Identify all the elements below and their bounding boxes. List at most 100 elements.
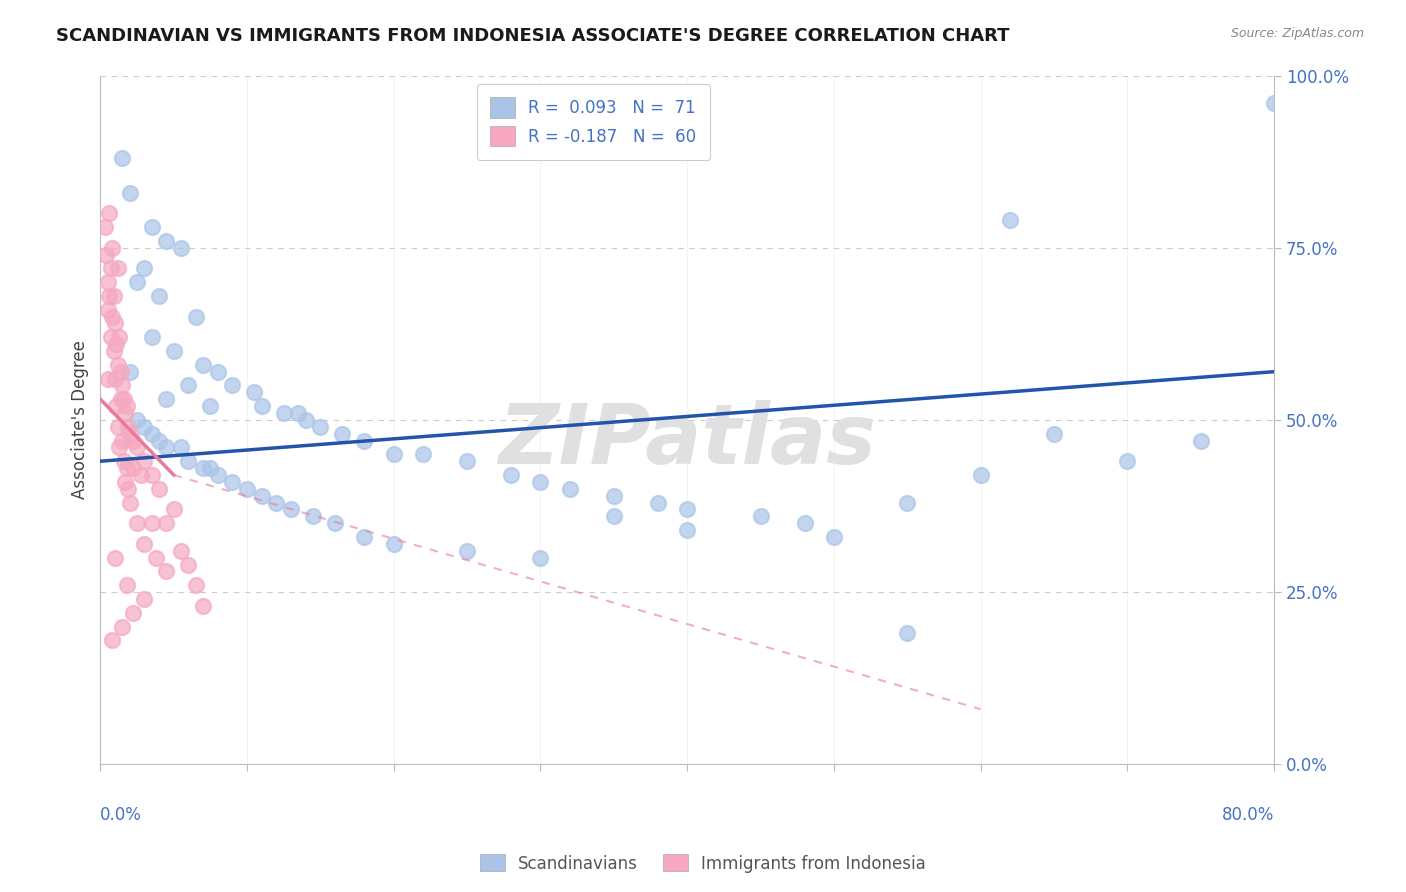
Point: [101, 633, 124, 648]
Point: [155, 234, 177, 248]
Point: [110, 392, 132, 407]
Point: [141, 426, 163, 441]
Point: [104, 550, 127, 565]
Point: [676, 523, 699, 537]
Point: [250, 399, 273, 413]
Point: [1189, 434, 1212, 448]
Point: [125, 516, 148, 531]
Point: [117, 419, 139, 434]
Point: [112, 392, 135, 407]
Point: [243, 385, 266, 400]
Point: [191, 358, 214, 372]
Point: [896, 495, 918, 509]
Point: [141, 220, 163, 235]
Point: [896, 626, 918, 640]
Point: [141, 468, 163, 483]
Point: [114, 475, 136, 489]
Point: [969, 468, 991, 483]
Point: [529, 475, 551, 489]
Point: [412, 447, 434, 461]
Point: [121, 434, 143, 448]
Point: [141, 516, 163, 531]
Point: [1263, 96, 1285, 111]
Point: [148, 482, 170, 496]
Point: [155, 516, 177, 531]
Point: [145, 550, 167, 565]
Point: [100, 261, 122, 276]
Point: [273, 406, 295, 420]
Point: [200, 399, 222, 413]
Point: [287, 406, 309, 420]
Point: [101, 241, 124, 255]
Point: [998, 213, 1021, 227]
Point: [134, 419, 156, 434]
Legend: R =  0.093   N =  71, R = -0.187   N =  60: R = 0.093 N = 71, R = -0.187 N = 60: [477, 84, 710, 160]
Point: [1043, 426, 1066, 441]
Point: [141, 330, 163, 344]
Point: [529, 550, 551, 565]
Point: [112, 454, 135, 468]
Point: [170, 543, 193, 558]
Point: [134, 591, 156, 606]
Point: [236, 482, 259, 496]
Y-axis label: Associate's Degree: Associate's Degree: [72, 341, 89, 500]
Point: [111, 151, 134, 165]
Point: [148, 289, 170, 303]
Point: [125, 413, 148, 427]
Point: [207, 468, 229, 483]
Point: [382, 447, 405, 461]
Point: [118, 365, 141, 379]
Point: [603, 509, 626, 524]
Point: [170, 441, 193, 455]
Point: [115, 399, 138, 413]
Point: [148, 434, 170, 448]
Text: 0.0%: 0.0%: [100, 805, 142, 823]
Point: [250, 489, 273, 503]
Point: [103, 289, 125, 303]
Point: [163, 502, 186, 516]
Point: [115, 578, 138, 592]
Point: [207, 365, 229, 379]
Point: [823, 530, 845, 544]
Point: [108, 330, 131, 344]
Point: [266, 495, 288, 509]
Point: [108, 441, 131, 455]
Point: [1116, 454, 1139, 468]
Point: [115, 461, 138, 475]
Point: [163, 344, 186, 359]
Point: [96, 247, 118, 261]
Point: [200, 461, 222, 475]
Point: [134, 454, 156, 468]
Point: [118, 495, 141, 509]
Point: [184, 310, 207, 324]
Point: [131, 468, 153, 483]
Point: [177, 454, 200, 468]
Legend: Scandinavians, Immigrants from Indonesia: Scandinavians, Immigrants from Indonesia: [474, 847, 932, 880]
Point: [280, 502, 302, 516]
Point: [558, 482, 581, 496]
Text: Source: ZipAtlas.com: Source: ZipAtlas.com: [1230, 27, 1364, 40]
Point: [118, 426, 141, 441]
Point: [125, 441, 148, 455]
Point: [749, 509, 772, 524]
Point: [170, 241, 193, 255]
Point: [111, 619, 134, 633]
Point: [121, 461, 143, 475]
Point: [111, 434, 134, 448]
Point: [98, 206, 121, 220]
Point: [191, 599, 214, 613]
Point: [111, 378, 134, 392]
Point: [107, 358, 129, 372]
Point: [100, 330, 122, 344]
Point: [134, 537, 156, 551]
Point: [105, 399, 128, 413]
Point: [107, 261, 129, 276]
Point: [97, 371, 120, 385]
Point: [191, 461, 214, 475]
Point: [121, 606, 143, 620]
Point: [382, 537, 405, 551]
Point: [177, 378, 200, 392]
Point: [221, 378, 243, 392]
Point: [501, 468, 523, 483]
Point: [353, 434, 375, 448]
